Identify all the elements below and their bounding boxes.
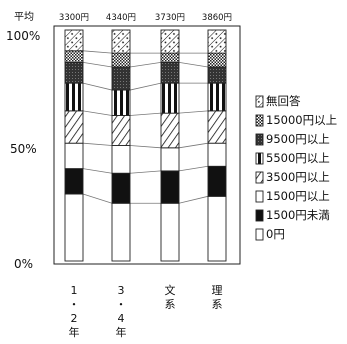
segment-connector-line (129, 170, 162, 174)
x-category-label: 3 (118, 284, 125, 297)
bar-segment (64, 82, 84, 112)
bar-segment (64, 142, 84, 170)
segment-connector-line (82, 82, 113, 91)
legend-label: 無回答 (266, 94, 301, 108)
segment-connector-line (82, 61, 113, 68)
legend-label: 9500円以上 (266, 132, 330, 146)
average-label: 平均 (14, 11, 34, 23)
bar-segment (160, 170, 180, 204)
legend-label: 15000円以上 (266, 113, 337, 127)
legend: 無回答 15000円以上 9500円以上 5500円以上 3500円以上 1500円以上 1… (255, 94, 337, 241)
segment-connector-line (178, 195, 209, 204)
bar-segment (160, 61, 180, 84)
legend-swatch (255, 114, 264, 127)
y-tick-label-50: 50% (10, 142, 37, 156)
bar-segment (111, 29, 131, 54)
bar-segment (207, 82, 227, 112)
segment-connector-line (129, 145, 162, 149)
bar-segment (111, 66, 131, 91)
bar-segment (64, 61, 84, 84)
legend-label: 1500円以上 (266, 189, 330, 203)
segment-connector-line (178, 165, 209, 172)
bar-segment (160, 82, 180, 114)
bar-segment (207, 195, 227, 262)
legend-swatch (255, 171, 264, 184)
x-category-label: 文 (165, 283, 176, 297)
legend-label: 3500円以上 (266, 170, 330, 184)
legend-swatch (255, 95, 264, 108)
segment-connector-line (129, 112, 162, 116)
legend-swatch (255, 133, 264, 146)
bar-segment (64, 50, 84, 63)
bar-segment (207, 110, 227, 144)
x-category-label: ・ (69, 298, 80, 311)
y-tick-label-100: 100% (6, 29, 40, 43)
plot-frame (53, 25, 241, 265)
segment-connector-line (129, 61, 162, 68)
bar-segment (207, 29, 227, 54)
bar-segment (207, 142, 227, 167)
average-value-label: 3860円 (202, 13, 232, 23)
bar-segment (64, 193, 84, 262)
bar-segment (207, 165, 227, 197)
y-tick-label-0: 0% (14, 257, 33, 271)
bar-segment (160, 52, 180, 63)
x-category-label: 系 (165, 298, 176, 311)
segment-connector-line (82, 50, 113, 54)
legend-swatch (255, 228, 264, 241)
bar-segment (160, 147, 180, 172)
segment-connector-line (82, 168, 113, 174)
bar-segment (64, 110, 84, 144)
legend-swatch (255, 152, 264, 165)
x-category-label: 年 (116, 325, 127, 339)
x-category-label: 2 (71, 312, 78, 325)
average-value-label: 3300円 (59, 13, 89, 23)
x-category-label: 系 (212, 298, 223, 311)
bar-segment (207, 66, 227, 84)
legend-swatch (255, 209, 264, 222)
x-category-label: 1 (71, 284, 78, 297)
bar-segment (111, 52, 131, 68)
average-value-label: 4340円 (106, 13, 136, 23)
x-category-label: 4 (118, 312, 125, 325)
segment-connector-line (178, 110, 209, 114)
legend-label: 1500円未満 (266, 208, 330, 222)
segment-connector-line (82, 193, 113, 204)
bar-segment (111, 89, 131, 116)
x-category-label: ・ (116, 298, 127, 311)
legend-label: 0円 (266, 227, 285, 241)
average-values: 3300円 4340円 3730円 3860円 (59, 13, 232, 23)
bar-segment (111, 172, 131, 204)
x-category-label: 理 (212, 284, 223, 297)
bar-segment (111, 202, 131, 262)
x-category-label: 年 (69, 325, 80, 339)
bar-segment (64, 168, 84, 195)
bar-segment (64, 29, 84, 52)
legend-swatch (255, 190, 264, 203)
bar-segment (160, 202, 180, 262)
bar-segment (111, 115, 131, 146)
bar-segment (111, 145, 131, 174)
bar-segment (160, 29, 180, 54)
segment-connector-line (82, 142, 113, 146)
bar-segment (160, 112, 180, 149)
segment-connector-line (129, 82, 162, 91)
average-value-label: 3730円 (155, 13, 185, 23)
bars-layer (64, 29, 227, 262)
segment-connector-line (178, 142, 209, 149)
segment-connector-line (82, 110, 113, 116)
bar-segment (207, 52, 227, 68)
segment-connector-line (178, 61, 209, 68)
legend-label: 5500円以上 (266, 151, 330, 165)
